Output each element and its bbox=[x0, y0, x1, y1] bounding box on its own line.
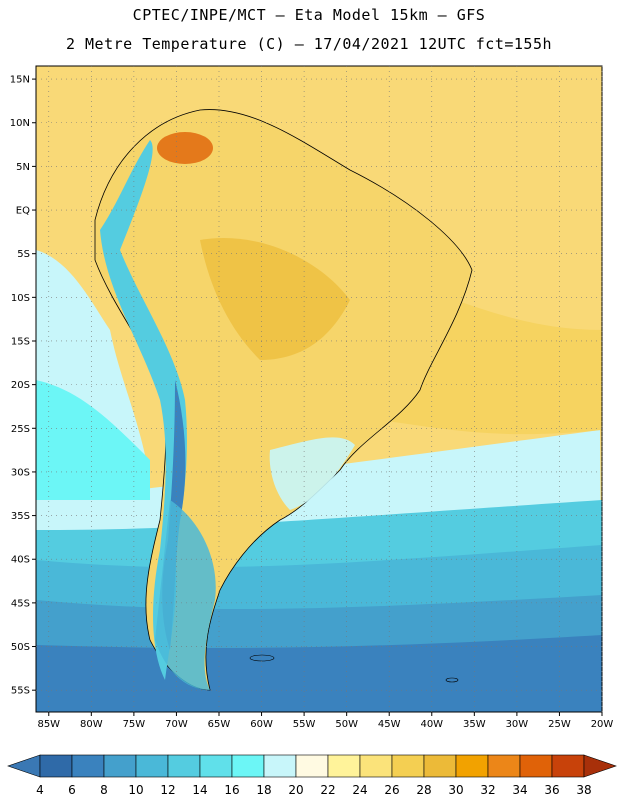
chart-subtitle: 2 Metre Temperature (C) – 17/04/2021 12U… bbox=[65, 35, 553, 53]
colorbar-high-arrow bbox=[583, 754, 617, 778]
colorbar-label: 34 bbox=[512, 783, 527, 797]
lon-tick-label: 75W bbox=[123, 719, 146, 730]
colorbar-segment bbox=[519, 754, 553, 778]
axis-ticks: 15N 10N 5N EQ 5S 10S 15S 20S 25S 30S 35S 40S 45S 50S 5… bbox=[10, 75, 614, 730]
colorbar-label: 32 bbox=[480, 783, 495, 797]
colorbar-segment bbox=[391, 754, 425, 778]
colorbar-segment bbox=[327, 754, 361, 778]
colorbar-label: 18 bbox=[256, 783, 271, 797]
colorbar-segment bbox=[263, 754, 297, 778]
colorbar-label: 22 bbox=[320, 783, 335, 797]
colorbar-segment bbox=[551, 754, 585, 778]
colorbar-label: 20 bbox=[288, 783, 303, 797]
lat-tick-label: 15N bbox=[10, 75, 30, 86]
colorbar-segment bbox=[455, 754, 489, 778]
colorbar: 4 6 8 10 12 14 16 18 20 22 24 26 28 30 32 34 36 38 bbox=[7, 754, 617, 797]
lon-tick-label: 50W bbox=[335, 719, 358, 730]
colorbar-segment bbox=[103, 754, 137, 778]
lat-tick-label: 35S bbox=[11, 511, 30, 522]
colorbar-label: 24 bbox=[352, 783, 367, 797]
lon-tick-label: 60W bbox=[250, 719, 273, 730]
colorbar-label: 28 bbox=[416, 783, 431, 797]
colorbar-low-arrow bbox=[7, 754, 41, 778]
colorbar-segment bbox=[167, 754, 201, 778]
colorbar-label: 38 bbox=[576, 783, 591, 797]
lat-tick-label: EQ bbox=[16, 206, 30, 217]
lat-tick-label: 5N bbox=[16, 162, 30, 173]
colorbar-segment bbox=[71, 754, 105, 778]
lon-tick-label: 70W bbox=[165, 719, 188, 730]
lon-tick-label: 85W bbox=[37, 719, 60, 730]
colorbar-label: 4 bbox=[36, 783, 44, 797]
colorbar-label: 8 bbox=[100, 783, 108, 797]
lon-tick-label: 30W bbox=[506, 719, 529, 730]
lat-tick-label: 40S bbox=[11, 555, 30, 566]
colorbar-segment bbox=[359, 754, 393, 778]
colorbar-segment bbox=[295, 754, 329, 778]
colorbar-label: 26 bbox=[384, 783, 399, 797]
lon-tick-label: 20W bbox=[591, 719, 614, 730]
lat-tick-label: 15S bbox=[11, 336, 30, 347]
lat-tick-label: 10N bbox=[10, 118, 30, 129]
map-field bbox=[36, 66, 602, 712]
lat-tick-label: 55S bbox=[11, 686, 30, 697]
lat-tick-label: 50S bbox=[11, 642, 30, 653]
lat-tick-label: 45S bbox=[11, 598, 30, 609]
colorbar-label: 12 bbox=[160, 783, 175, 797]
lon-tick-label: 55W bbox=[293, 719, 316, 730]
colorbar-segment bbox=[199, 754, 233, 778]
colorbar-label: 36 bbox=[544, 783, 559, 797]
colorbar-label: 14 bbox=[192, 783, 207, 797]
chart-title: CPTEC/INPE/MCT – Eta Model 15km – GFS bbox=[132, 6, 486, 24]
colorbar-segment bbox=[231, 754, 265, 778]
lat-tick-label: 30S bbox=[11, 467, 30, 478]
lon-tick-label: 35W bbox=[463, 719, 486, 730]
colorbar-label: 30 bbox=[448, 783, 463, 797]
lat-tick-label: 25S bbox=[11, 424, 30, 435]
colorbar-label: 10 bbox=[128, 783, 143, 797]
colorbar-label: 16 bbox=[224, 783, 239, 797]
lat-tick-label: 5S bbox=[17, 249, 30, 260]
colorbar-segment bbox=[135, 754, 169, 778]
colorbar-segment bbox=[39, 754, 73, 778]
lat-tick-label: 10S bbox=[11, 293, 30, 304]
lon-tick-label: 40W bbox=[420, 719, 443, 730]
lon-tick-label: 65W bbox=[208, 719, 231, 730]
lon-tick-label: 80W bbox=[80, 719, 103, 730]
lon-tick-label: 45W bbox=[378, 719, 401, 730]
lat-tick-label: 20S bbox=[11, 380, 30, 391]
colorbar-segment bbox=[423, 754, 457, 778]
colorbar-segment bbox=[487, 754, 521, 778]
lon-tick-label: 25W bbox=[548, 719, 571, 730]
colorbar-label: 6 bbox=[68, 783, 76, 797]
